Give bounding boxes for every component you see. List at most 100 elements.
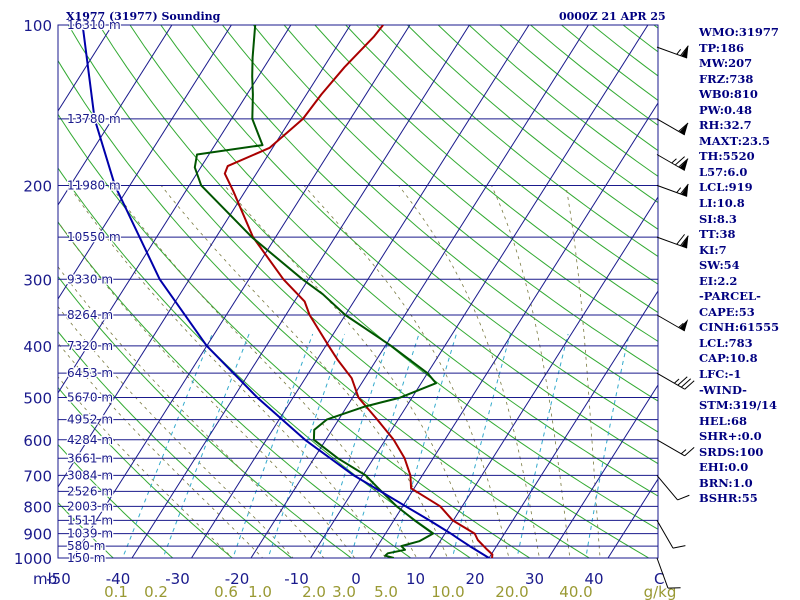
index-item: TH:5520 — [699, 149, 755, 164]
moist-adiabat — [58, 342, 264, 558]
wind-barb-full — [677, 376, 688, 386]
pressure-tick-label: 800 — [23, 498, 52, 516]
wind-barb-staff — [656, 184, 688, 197]
wind-barb-full — [680, 45, 689, 56]
wind-barb-full — [680, 183, 689, 195]
wind-barb-staff — [656, 557, 669, 589]
mixing-ratio-line — [318, 333, 392, 558]
index-item: RH:32.7 — [699, 118, 752, 133]
isotherm — [369, 102, 658, 558]
wind-barb-half — [680, 449, 687, 455]
moist-adiabat — [68, 185, 387, 558]
pressure-unit-label: mb — [33, 570, 57, 588]
moist-adiabat — [58, 305, 294, 558]
height-label: 150 m — [67, 551, 105, 565]
wind-barbs — [656, 45, 695, 589]
dry-adiabat — [67, 25, 650, 558]
mixing-ratio-tick-label: 0.2 — [144, 583, 168, 600]
index-item: LCL:783 — [699, 335, 753, 350]
dewpoint-profile — [193, 25, 437, 558]
dry-adiabat — [160, 25, 658, 465]
isotherm — [250, 25, 589, 558]
height-label: 3084 m — [67, 468, 113, 482]
pressure-tick-label: 900 — [23, 526, 52, 544]
wind-barb-full — [667, 587, 681, 589]
isotherm — [190, 25, 530, 558]
temperature-profile — [223, 25, 494, 558]
temperature-tick-label: -20 — [225, 570, 250, 588]
background-grid — [0, 1, 658, 570]
dry-adiabat — [58, 275, 353, 558]
station-title: X1977 (31977) Sounding — [66, 10, 221, 23]
temperature-tick-label: 20 — [465, 570, 484, 588]
dry-adiabat — [58, 113, 531, 558]
dry-adiabat — [98, 25, 658, 530]
mixing-ratio-tick-label: 5.0 — [374, 583, 398, 600]
wind-barb — [656, 234, 689, 249]
wind-barb-staff — [656, 439, 685, 457]
pressure-tick-label: 500 — [23, 390, 52, 408]
height-label: 4952 m — [67, 413, 113, 427]
mixing-ratio-tick-label: 0.6 — [214, 583, 238, 600]
wind-barb-full — [678, 158, 689, 168]
moist-adiabat — [303, 185, 510, 558]
index-item: CINH:61555 — [699, 320, 780, 335]
index-item: SHR+:0.0 — [699, 429, 762, 444]
temperature-tick-label: 30 — [525, 570, 544, 588]
index-item: HEL:68 — [699, 413, 747, 428]
index-item: PW:0.48 — [699, 102, 753, 117]
sounding-time: 0000Z 21 APR 25 — [559, 10, 666, 23]
wind-barb-pennant — [681, 184, 689, 197]
wind-barb-full — [677, 494, 690, 501]
wind-barb — [656, 520, 686, 549]
mixing-ratio-tick-label: 0.1 — [104, 583, 128, 600]
height-label: 2526 m — [67, 484, 113, 498]
index-item: CAPE:53 — [699, 304, 755, 319]
wind-barb — [656, 439, 695, 457]
height-label: 11980 m — [67, 178, 121, 192]
isotherm — [488, 290, 658, 558]
pressure-axis: 100 200 300 400 500 600 700 800 900 1000 — [14, 17, 52, 568]
wind-barb-staff — [656, 520, 674, 549]
dry-adiabat — [222, 25, 658, 402]
moist-adiabat — [398, 185, 540, 558]
moist-adiabat — [109, 185, 418, 558]
dry-adiabat — [58, 330, 293, 558]
pressure-tick-label: 600 — [23, 432, 52, 450]
index-item: BRN:1.0 — [699, 475, 753, 490]
mixing-ratio-line — [349, 333, 420, 558]
wind-barb-full — [676, 234, 685, 245]
wind-barb-staff — [656, 372, 685, 390]
mixing-ratio-tick-label: 10.0 — [431, 583, 464, 600]
temperature-tick-label: -40 — [106, 570, 131, 588]
temperature-tick-label: 40 — [584, 570, 603, 588]
dry-adiabat — [58, 501, 115, 558]
wind-barb-pennant — [681, 45, 689, 59]
index-item: WB0:810 — [699, 87, 758, 102]
moist-adiabat — [58, 376, 233, 558]
temperature-tick-label: -10 — [284, 570, 309, 588]
dry-adiabat — [58, 386, 234, 558]
isotherm — [58, 25, 232, 300]
dry-adiabat — [58, 221, 412, 558]
temperature-axis: -50 -40 -30 -20 -10 0 10 20 30 40 mb C — [33, 570, 664, 588]
isotherm — [0, 1, 9, 570]
height-label: 16310 m — [67, 18, 121, 32]
height-label: 6453 m — [67, 366, 113, 380]
moist-adiabat — [565, 185, 601, 558]
index-item: TT:38 — [699, 227, 736, 242]
moist-adiabat — [224, 185, 479, 558]
wind-barb-staff — [656, 475, 678, 501]
parcel-profile — [81, 25, 490, 558]
dry-adiabat — [58, 443, 174, 558]
mixing-ratio-line — [391, 333, 457, 558]
height-label: 580 m — [67, 539, 105, 553]
dry-adiabat — [252, 25, 658, 372]
dry-adiabat — [345, 25, 658, 285]
index-item: KI:7 — [699, 242, 727, 257]
index-item: STM:319/14 — [699, 398, 778, 413]
isotherm — [58, 25, 292, 394]
index-item: LCL:919 — [699, 180, 753, 195]
temperature-unit-label: C — [654, 570, 664, 588]
